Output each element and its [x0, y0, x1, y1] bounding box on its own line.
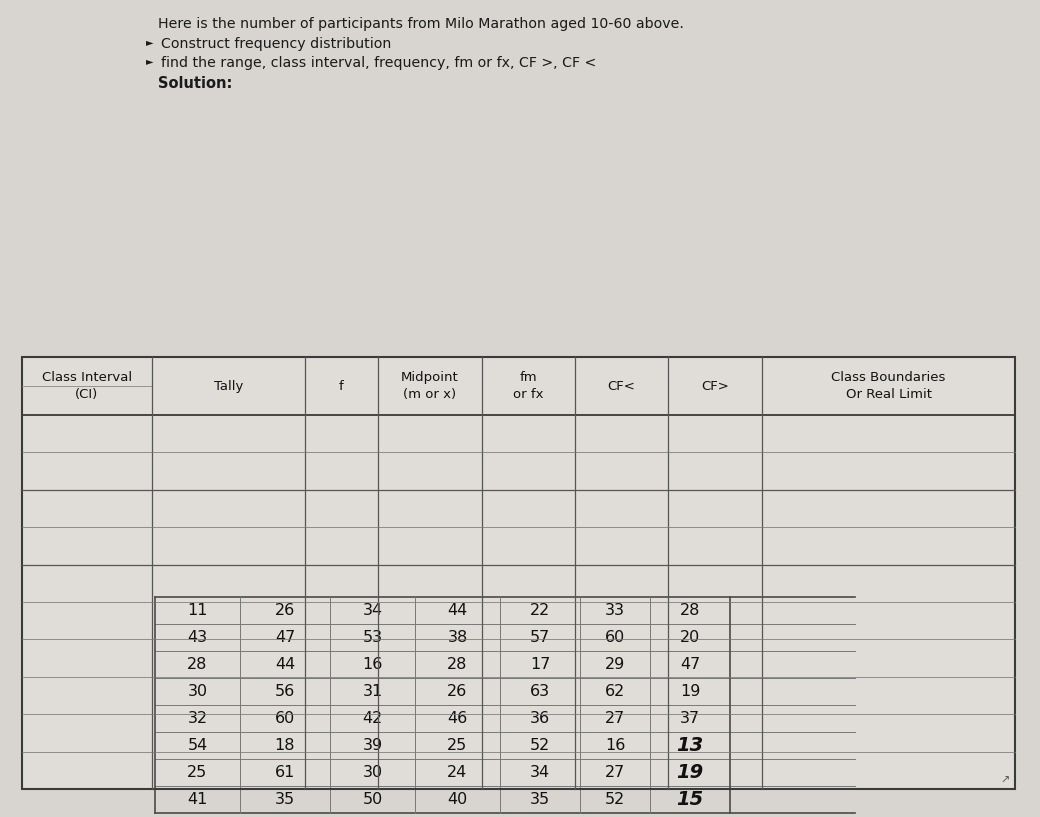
Text: 13: 13 [676, 736, 704, 755]
Text: 39: 39 [362, 738, 383, 753]
Text: 44: 44 [275, 657, 295, 672]
Text: 11: 11 [187, 603, 208, 618]
Text: 30: 30 [187, 684, 208, 699]
Text: 15: 15 [676, 790, 704, 809]
Text: 25: 25 [447, 738, 468, 753]
Text: 60: 60 [605, 630, 625, 645]
Text: CF<: CF< [607, 380, 635, 392]
Text: 28: 28 [187, 657, 208, 672]
Text: 50: 50 [362, 792, 383, 807]
Text: ►: ► [146, 56, 154, 66]
Text: fm
or fx: fm or fx [514, 371, 544, 401]
Text: 27: 27 [605, 765, 625, 780]
Text: 36: 36 [530, 711, 550, 726]
Text: 38: 38 [447, 630, 468, 645]
Text: 28: 28 [447, 657, 468, 672]
Text: 52: 52 [605, 792, 625, 807]
Text: 27: 27 [605, 711, 625, 726]
Text: find the range, class interval, frequency, fm or fx, CF >, CF <: find the range, class interval, frequenc… [161, 56, 596, 70]
Text: Class Interval
(CI): Class Interval (CI) [42, 371, 132, 401]
Text: 54: 54 [187, 738, 208, 753]
Text: 25: 25 [187, 765, 208, 780]
Text: 16: 16 [605, 738, 625, 753]
Text: 26: 26 [447, 684, 468, 699]
Text: 19: 19 [680, 684, 700, 699]
Text: 35: 35 [275, 792, 295, 807]
Text: 57: 57 [529, 630, 550, 645]
Text: 46: 46 [447, 711, 468, 726]
Text: ↗: ↗ [1000, 776, 1010, 786]
Text: 26: 26 [275, 603, 295, 618]
Text: Tally: Tally [214, 380, 243, 392]
Text: 31: 31 [362, 684, 383, 699]
Text: 22: 22 [529, 603, 550, 618]
Text: 35: 35 [530, 792, 550, 807]
Text: 20: 20 [680, 630, 700, 645]
Text: 52: 52 [529, 738, 550, 753]
Text: 30: 30 [362, 765, 383, 780]
Text: 53: 53 [362, 630, 383, 645]
Text: 42: 42 [362, 711, 383, 726]
Text: 16: 16 [362, 657, 383, 672]
Text: Here is the number of participants from Milo Marathon aged 10-60 above.: Here is the number of participants from … [158, 17, 684, 31]
Text: 18: 18 [275, 738, 295, 753]
Text: 44: 44 [447, 603, 468, 618]
Text: Class Boundaries
Or Real Limit: Class Boundaries Or Real Limit [831, 371, 945, 401]
Text: 19: 19 [676, 763, 704, 782]
Text: 62: 62 [605, 684, 625, 699]
Text: 61: 61 [275, 765, 295, 780]
Text: f: f [339, 380, 344, 392]
Bar [22, 357, 1015, 789]
Text: 28: 28 [680, 603, 700, 618]
Text: 47: 47 [275, 630, 295, 645]
Text: 17: 17 [529, 657, 550, 672]
Text: 41: 41 [187, 792, 208, 807]
Text: 63: 63 [530, 684, 550, 699]
Text: 34: 34 [362, 603, 383, 618]
Text: ►: ► [146, 37, 154, 47]
Text: 32: 32 [187, 711, 208, 726]
Text: 60: 60 [275, 711, 295, 726]
Text: 56: 56 [275, 684, 295, 699]
Text: CF>: CF> [701, 380, 729, 392]
Text: Solution:: Solution: [158, 76, 232, 91]
Text: Midpoint
(m or x): Midpoint (m or x) [401, 371, 459, 401]
Text: 29: 29 [605, 657, 625, 672]
Text: 24: 24 [447, 765, 468, 780]
Text: 40: 40 [447, 792, 468, 807]
Bar [22, 357, 1015, 789]
Text: Construct frequency distribution: Construct frequency distribution [161, 37, 391, 51]
Text: 47: 47 [680, 657, 700, 672]
Text: 37: 37 [680, 711, 700, 726]
Text: 33: 33 [605, 603, 625, 618]
Text: 34: 34 [530, 765, 550, 780]
Text: 43: 43 [187, 630, 208, 645]
